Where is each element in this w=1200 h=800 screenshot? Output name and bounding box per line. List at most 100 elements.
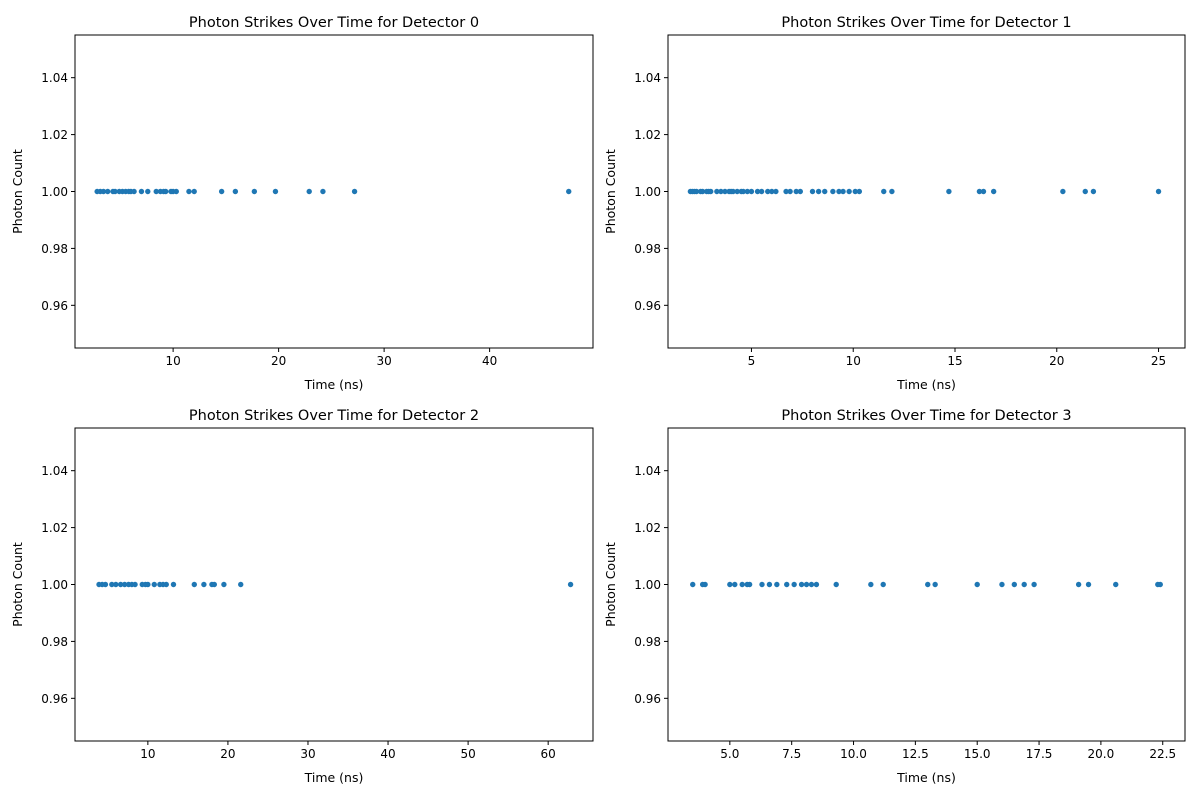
data-point (722, 188, 728, 195)
y-tick-label: 1.02 (41, 521, 68, 535)
data-point (793, 188, 799, 195)
data-point (1085, 581, 1092, 588)
data-point (791, 581, 797, 588)
x-tick-label: 20 (1049, 354, 1064, 368)
data-point (1155, 188, 1162, 195)
data-point (173, 188, 179, 195)
data-point (766, 581, 773, 588)
data-point (1021, 581, 1027, 588)
chart-title: Photon Strikes Over Time for Detector 1 (781, 15, 1071, 31)
data-point (221, 581, 227, 588)
x-tick-label: 20 (220, 747, 235, 761)
y-tick-label: 0.98 (41, 242, 68, 256)
data-point (946, 188, 952, 195)
data-point (833, 581, 839, 588)
chart-title: Photon Strikes Over Time for Detector 3 (781, 408, 1071, 424)
x-tick-label: 15 (947, 354, 962, 368)
subplot-detector-1: 5 10 15 20 25 0.96 0.98 1.00 1.02 1.04 Photon Stri… (603, 15, 1186, 392)
data-point (191, 581, 197, 588)
data-point (232, 188, 239, 195)
data-point (699, 188, 706, 195)
data-point (1075, 581, 1082, 588)
data-point (990, 188, 997, 195)
data-point (774, 581, 780, 588)
data-point (100, 188, 107, 195)
data-point (1113, 581, 1119, 588)
data-point (102, 581, 109, 588)
data-point (797, 188, 803, 195)
y-tick-label: 0.98 (634, 242, 661, 256)
subplot-detector-2: 10 20 30 40 50 60 0.96 0.98 1.00 1.02 1.04 Photon S… (10, 408, 594, 785)
data-point (238, 581, 244, 588)
data-point (748, 188, 755, 195)
data-point (880, 581, 886, 588)
data-point (718, 188, 724, 195)
x-tick-label: 15.0 (964, 747, 991, 761)
data-point (117, 581, 124, 588)
scatter-series (96, 581, 574, 588)
data-point (730, 188, 736, 195)
data-point (693, 188, 700, 195)
data-point (132, 581, 138, 588)
data-point (1031, 581, 1037, 588)
data-point (765, 188, 771, 195)
data-point (1082, 188, 1088, 195)
data-point (151, 581, 157, 588)
data-point (856, 188, 863, 195)
data-point (925, 581, 931, 588)
x-tick-label: 20.0 (1088, 747, 1115, 761)
plot-area (75, 35, 593, 348)
data-point (787, 188, 793, 195)
data-point (881, 188, 887, 195)
data-point (822, 188, 828, 195)
y-tick-label: 0.96 (41, 299, 68, 313)
x-tick-label: 50 (460, 747, 475, 761)
y-tick-label: 1.04 (634, 464, 661, 478)
chart-title: Photon Strikes Over Time for Detector 2 (189, 408, 479, 424)
y-axis-label: Photon Count (10, 542, 25, 627)
y-axis-label: Photon Count (603, 542, 618, 627)
data-point (769, 188, 775, 195)
x-tick-label: 30 (300, 747, 315, 761)
y-tick-label: 1.00 (41, 185, 68, 199)
y-tick-label: 1.04 (41, 71, 68, 85)
data-point (145, 188, 151, 195)
x-tick-label: 7.5 (782, 747, 801, 761)
data-point (113, 581, 119, 588)
data-point (191, 188, 197, 195)
data-point (976, 188, 983, 195)
data-point (830, 188, 836, 195)
data-point (727, 581, 733, 588)
x-tick-label: 40 (482, 354, 497, 368)
data-point (840, 188, 846, 195)
data-point (201, 581, 207, 588)
y-tick-label: 1.04 (41, 464, 68, 478)
y-tick-label: 0.98 (41, 635, 68, 649)
data-point (809, 188, 816, 195)
data-point (783, 188, 789, 195)
y-axis-label: Photon Count (603, 149, 618, 234)
x-tick-label: 10 (846, 354, 861, 368)
scatter-series (690, 581, 1163, 588)
data-point (211, 581, 218, 588)
data-point (121, 581, 128, 588)
x-tick-label: 10 (165, 354, 180, 368)
data-point (163, 581, 169, 588)
plot-area (668, 35, 1185, 348)
data-point (320, 188, 326, 195)
x-axis-label: Time (ns) (896, 377, 956, 392)
data-point (1011, 581, 1018, 588)
data-point (784, 581, 790, 588)
data-point (754, 188, 761, 195)
data-point (131, 188, 137, 195)
x-tick-label: 17.5 (1026, 747, 1053, 761)
x-tick-label: 20 (271, 354, 286, 368)
data-point (714, 188, 720, 195)
y-tick-label: 0.98 (634, 635, 661, 649)
data-point (746, 581, 753, 588)
data-point (980, 188, 987, 195)
data-point (163, 188, 169, 195)
y-tick-label: 1.02 (634, 521, 661, 535)
data-point (798, 581, 805, 588)
